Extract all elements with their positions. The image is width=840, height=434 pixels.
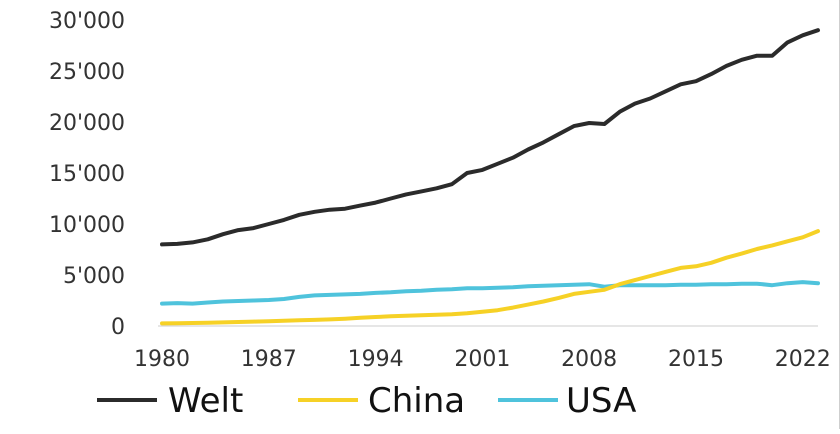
series-line-welt	[160, 28, 820, 247]
y-tick-label: 20'000	[49, 111, 125, 136]
y-tick-label: 15'000	[49, 162, 125, 187]
y-tick-label: 5'000	[63, 264, 125, 289]
y-tick-label: 25'000	[49, 60, 125, 85]
x-tick-label: 2022	[775, 347, 831, 372]
x-tick-label: 1980	[134, 347, 190, 372]
x-tick-label: 2008	[561, 347, 617, 372]
x-tick-label: 2015	[668, 347, 724, 372]
x-tick-label: 2001	[454, 347, 510, 372]
series-line-china	[160, 229, 820, 326]
y-tick-label: 30'000	[49, 9, 125, 34]
legend-label-usa: USA	[566, 381, 636, 421]
legend-label-china: China	[368, 381, 465, 421]
y-tick-label: 10'000	[49, 213, 125, 238]
series-line-usa	[160, 280, 820, 306]
y-tick-label: 0	[111, 315, 125, 340]
legend-label-welt: Welt	[168, 381, 243, 421]
x-tick-label: 1987	[241, 347, 297, 372]
x-tick-label: 1994	[348, 347, 404, 372]
